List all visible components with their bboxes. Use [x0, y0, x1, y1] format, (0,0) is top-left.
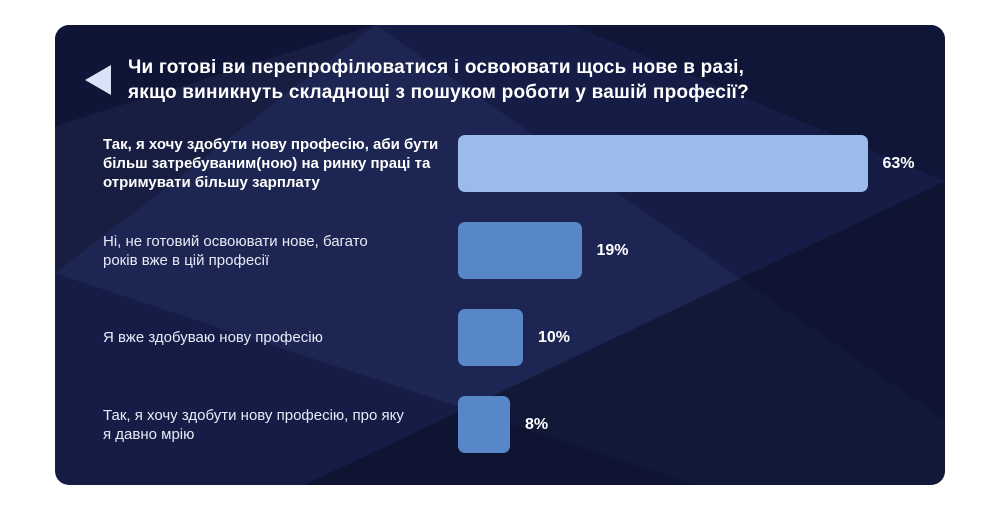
chart-row: Я вже здобуваю нову професію 10% — [103, 309, 925, 366]
category-label: Так, я хочу здобути нову професію, аби б… — [103, 136, 439, 191]
bar-zone: 8% — [458, 396, 925, 453]
chart-row: Так, я хочу здобути нову професію, про я… — [103, 396, 925, 453]
chart-row: Ні, не готовий освоювати нове, багато ро… — [103, 222, 925, 279]
category-label: Ні, не готовий освоювати нове, багато ро… — [103, 232, 368, 269]
value-label: 19% — [596, 241, 629, 259]
bar — [458, 396, 510, 453]
chart-header: Чи готові ви перепрофілюватися і освоюва… — [85, 55, 749, 105]
category-label: Так, я хочу здобути нову професію, про я… — [103, 406, 404, 443]
category-label: Я вже здобуваю нову професію — [103, 329, 323, 346]
bar — [458, 222, 582, 279]
value-label: 63% — [882, 154, 915, 172]
chart-row: Так, я хочу здобути нову професію, аби б… — [103, 135, 925, 192]
bar-zone: 10% — [458, 309, 925, 366]
value-label: 8% — [525, 415, 549, 433]
bar-chart: Так, я хочу здобути нову професію, аби б… — [103, 135, 925, 483]
chart-title: Чи готові ви перепрофілюватися і освоюва… — [128, 57, 749, 103]
survey-chart-card: Чи готові ви перепрофілюватися і освоюва… — [55, 25, 945, 485]
left-triangle-icon — [85, 65, 111, 95]
bar-zone: 63% — [458, 135, 925, 192]
bar — [458, 309, 523, 366]
value-label: 10% — [538, 328, 571, 346]
bar — [458, 135, 868, 192]
bar-zone: 19% — [458, 222, 925, 279]
